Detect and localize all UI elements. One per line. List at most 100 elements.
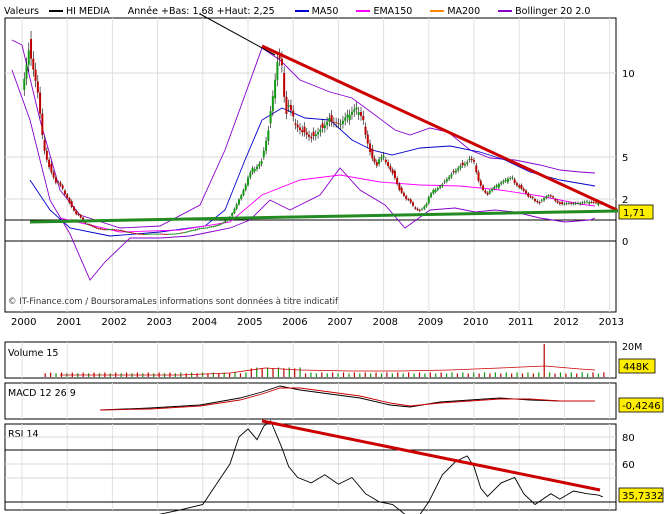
year-label-2007: 2007 (327, 317, 352, 328)
candle-body (283, 73, 286, 97)
candle-body (48, 159, 51, 168)
candle-body (258, 163, 261, 167)
candle-body (101, 229, 104, 231)
rsi-tag-box (618, 487, 664, 503)
candle-body (579, 203, 582, 205)
candle-body (287, 105, 290, 107)
candle-body (457, 168, 460, 171)
volume-bar (386, 372, 388, 377)
bollinger-label: Bollinger 20 2.0 (515, 5, 591, 17)
candle-body (364, 126, 367, 135)
candle-body (545, 196, 548, 199)
candle-body (574, 203, 577, 204)
candle-body (212, 226, 215, 228)
candle-body (181, 232, 184, 234)
candle-body (511, 177, 514, 179)
candle-body (280, 58, 283, 66)
candle-body (576, 202, 579, 204)
candle-body (549, 195, 552, 197)
candle-body (117, 229, 120, 231)
candle-body (41, 113, 44, 135)
candle-body (222, 222, 225, 224)
candle-body (159, 233, 162, 235)
candle-body (150, 233, 153, 235)
candle-body (152, 233, 155, 235)
candle-body (416, 208, 419, 210)
volume-bar (435, 373, 437, 377)
candle-body (154, 233, 157, 235)
rsi-tick-60: 60 (622, 460, 635, 471)
volume-bar (370, 373, 372, 377)
volume-bar (565, 373, 567, 377)
candle-body (430, 193, 433, 197)
candle-body (173, 233, 176, 235)
candle-body (586, 201, 588, 203)
volume-bar (397, 372, 399, 377)
bollinger-legend: Bollinger 20 2.0 (498, 6, 594, 17)
candle-body (208, 226, 211, 228)
volume-bar (424, 373, 426, 377)
candle-body (57, 182, 60, 183)
candle-body (130, 232, 133, 234)
candle-body (265, 140, 268, 151)
candle-body (126, 232, 129, 233)
candle-body (278, 56, 281, 59)
candle-body (25, 64, 28, 79)
volume-bar (207, 373, 209, 377)
candle-body (285, 96, 288, 114)
candle-body (196, 228, 199, 230)
candle-body (506, 178, 509, 183)
volume-bar (538, 372, 540, 377)
candle-body (175, 233, 178, 235)
candle-body (339, 123, 342, 126)
macd-tag: -0,4246 (622, 401, 661, 412)
chart-legend: Valeurs HI MEDIA Année +Bas: 1,68 +Haut:… (4, 3, 598, 19)
ma200-label: MA200 (447, 5, 481, 17)
price-tag: 1,71 (623, 208, 645, 219)
candle-body (298, 127, 301, 131)
candle-body (504, 179, 507, 182)
candle-body (142, 234, 145, 235)
candle-body (520, 185, 523, 189)
volume-bar (315, 373, 317, 377)
volume-bar (364, 372, 366, 377)
candle-body (369, 143, 372, 152)
candle-body (202, 227, 205, 229)
volume-tag-box (618, 358, 656, 374)
volume-bar (239, 373, 242, 377)
candle-body (247, 177, 249, 185)
candle-body (86, 223, 89, 225)
volume-bar (402, 373, 404, 377)
volume-bar (451, 372, 453, 377)
volume-bar (473, 372, 475, 377)
volume-bar (511, 373, 513, 377)
candle-body (570, 203, 573, 204)
candle-body (88, 223, 91, 225)
candle-body (186, 231, 189, 233)
price-tick-0: 0 (622, 237, 628, 248)
volume-bar (592, 372, 594, 377)
candle-body (527, 193, 530, 197)
candle-body (198, 228, 201, 230)
candle-body (335, 122, 338, 124)
volume-bar (478, 373, 480, 377)
candle-body (445, 179, 448, 182)
candle-body (237, 199, 240, 205)
volume-bar (494, 372, 496, 377)
candle-body (515, 183, 518, 186)
volume-bar (440, 372, 442, 377)
candle-body (337, 123, 340, 124)
volume-bar (261, 368, 263, 377)
candle-body (45, 150, 48, 160)
candle-body (90, 224, 93, 226)
candle-body (206, 227, 209, 229)
candle-body (423, 206, 426, 209)
candle-body (393, 171, 396, 179)
candle-body (567, 203, 570, 204)
candle-body (52, 172, 55, 178)
candle-body (99, 228, 102, 230)
volume-bar (212, 372, 214, 377)
candle-body (217, 224, 220, 226)
year-label-2009: 2009 (418, 317, 443, 328)
